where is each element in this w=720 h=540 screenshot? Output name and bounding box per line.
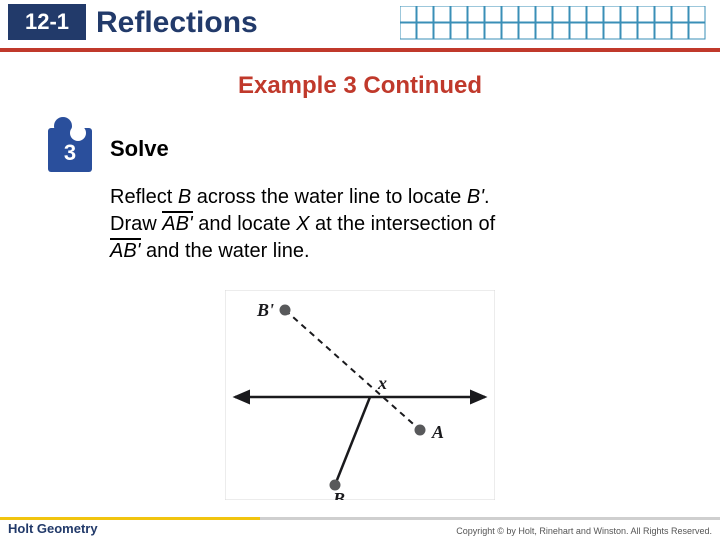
body-frag: and locate (193, 213, 296, 235)
segment-notation: AB' (110, 238, 141, 265)
body-frag: B (178, 186, 191, 208)
footer-rule-gray (260, 517, 720, 520)
brand-label: Holt Geometry (8, 521, 98, 536)
step-label: Solve (110, 136, 169, 162)
step-number: 3 (48, 140, 92, 166)
slide-footer: Holt Geometry Copyright © by Holt, Rineh… (0, 516, 720, 540)
section-number: 12-1 (25, 9, 69, 35)
slide-header: 12-1 Reflections (0, 0, 720, 48)
svg-text:B: B (332, 489, 345, 500)
copyright-text: Copyright © by Holt, Rinehart and Winsto… (456, 526, 712, 536)
body-frag: at the intersection of (310, 213, 496, 235)
step-puzzle-piece: 3 (48, 128, 92, 172)
body-frag: Reflect (110, 186, 178, 208)
section-badge: 12-1 (8, 4, 86, 40)
svg-text:B': B' (256, 300, 274, 320)
body-frag: Draw (110, 213, 162, 235)
body-frag: across the water line to locate (191, 186, 467, 208)
footer-rule-yellow (0, 517, 260, 520)
body-frag: and the water line. (141, 240, 310, 262)
reflection-diagram: B' x A B (225, 290, 495, 500)
body-frag: B' (467, 186, 484, 208)
header-rule (0, 48, 720, 52)
body-text: Reflect B across the water line to locat… (110, 184, 670, 265)
svg-text:x: x (377, 373, 387, 393)
body-frag: . (484, 186, 490, 208)
segment-notation: AB' (162, 211, 193, 238)
lesson-title: Reflections (96, 6, 258, 40)
body-frag: X (296, 213, 309, 235)
example-subtitle: Example 3 Continued (0, 72, 720, 100)
svg-text:A: A (431, 422, 444, 442)
header-grid-decoration (400, 6, 720, 40)
